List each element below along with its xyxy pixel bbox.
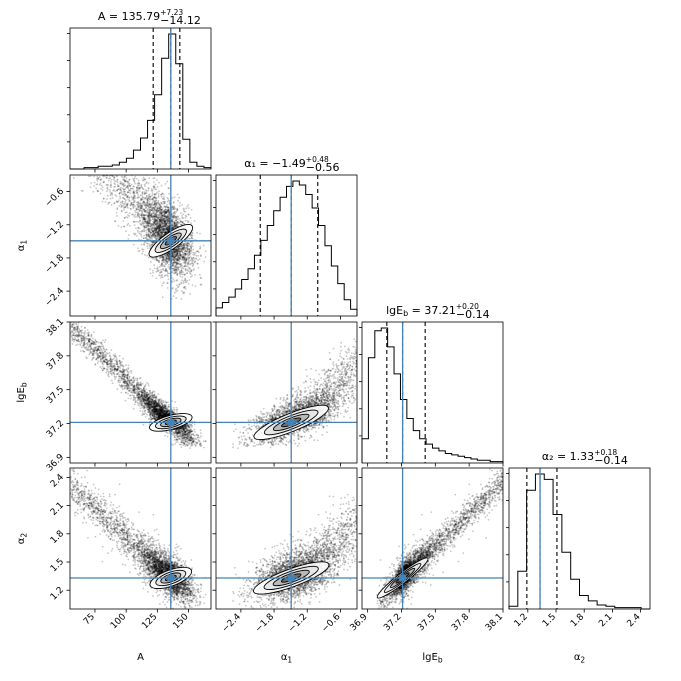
hist-steps-lgEb <box>361 327 504 463</box>
axis-label-a1: α1 <box>281 652 293 665</box>
truth-marker <box>167 237 175 245</box>
x-tick-label: 100 <box>109 612 128 631</box>
panel-title: lgEb = 37.21+0.20 <box>386 302 479 318</box>
x-tick-label: 2.4 <box>626 612 643 629</box>
axis-label-a2: α2 <box>574 652 586 665</box>
truth-marker <box>167 574 175 582</box>
panel-frame <box>361 467 504 610</box>
y-tick-label: 38.1 <box>45 317 66 338</box>
y-tick-label: 2.4 <box>49 472 66 489</box>
hist-panel-lgEb: lgEb = 37.21+0.20−0.14 <box>361 302 504 464</box>
panel-frame <box>215 467 358 610</box>
axis-label-lgEb: lgEb <box>16 382 29 402</box>
panel-frame <box>215 321 358 464</box>
y-tick-label: −0.6 <box>44 186 67 209</box>
scatter-panel-a1-lgEb <box>215 321 358 464</box>
panel-title: A = 135.79+7.23 <box>98 8 183 23</box>
hist-steps-A <box>70 33 212 170</box>
scatter-panel-lgEb-a2 <box>361 467 504 610</box>
panel-frame <box>215 174 358 317</box>
panel-frame <box>69 27 212 170</box>
panel-frame <box>69 174 212 317</box>
panel-title-minus: −0.14 <box>456 308 490 321</box>
sample-points <box>70 468 207 609</box>
y-tick-label: 2.1 <box>49 501 66 518</box>
axis-label-a1: α1 <box>16 240 29 252</box>
x-tick-label: 37.2 <box>382 612 403 633</box>
x-tick-label: 2.1 <box>597 612 614 629</box>
truth-marker <box>167 418 175 426</box>
panel-title-minus: −0.56 <box>306 161 340 174</box>
panel-title-minus: −14.12 <box>160 14 201 27</box>
y-tick-label: −2.4 <box>44 286 67 309</box>
x-tick-label: −1.2 <box>287 612 310 635</box>
axis-label-a2: α2 <box>16 533 29 545</box>
scatter-panel-A-lgEb <box>69 321 212 464</box>
x-tick-label: 37.8 <box>450 612 471 633</box>
panel-frame <box>361 321 504 464</box>
truth-marker <box>287 418 295 426</box>
y-tick-label: 37.5 <box>45 385 66 406</box>
panel-title: α₁ = −1.49+0.48 <box>244 155 329 170</box>
panel-frame <box>69 467 212 610</box>
x-tick-label: 150 <box>171 612 190 631</box>
y-tick-label: 37.2 <box>45 419 66 440</box>
x-tick-label: 75 <box>82 612 97 627</box>
hist-steps-a2 <box>508 473 650 610</box>
y-tick-label: −1.2 <box>44 220 67 243</box>
x-tick-label: 36.9 <box>349 612 370 633</box>
scatter-panel-a1-a2 <box>215 467 358 610</box>
hist-steps-a1 <box>215 180 358 316</box>
panel-frame <box>508 467 651 610</box>
x-tick-label: −1.8 <box>254 612 277 635</box>
hist-panel-a2: α₂ = 1.33+0.18−0.14 <box>508 448 651 610</box>
y-tick-label: 1.2 <box>49 585 66 602</box>
y-tick-label: 1.8 <box>49 529 66 546</box>
scatter-panel-A-a1 <box>69 174 212 317</box>
x-tick-label: −2.4 <box>220 612 243 635</box>
scatter-panel-A-a2 <box>69 467 212 610</box>
sample-points <box>70 322 207 450</box>
sample-points <box>375 468 503 609</box>
x-tick-label: 1.5 <box>541 612 558 629</box>
y-tick-label: 37.8 <box>45 351 66 372</box>
axis-label-lgEb: lgEb <box>422 652 442 665</box>
truth-marker <box>399 574 407 582</box>
hist-panel-A: A = 135.79+7.23−14.12 <box>69 8 212 170</box>
y-tick-label: 36.9 <box>45 452 66 473</box>
y-tick-label: 1.5 <box>49 557 66 574</box>
x-tick-label: 125 <box>140 612 159 631</box>
panel-frame <box>69 321 212 464</box>
panel-title-minus: −0.14 <box>594 454 628 467</box>
hist-panel-a1: α₁ = −1.49+0.48−0.56 <box>215 155 358 317</box>
x-tick-label: −0.6 <box>320 612 343 635</box>
truth-marker <box>287 574 295 582</box>
x-tick-label: 38.1 <box>484 612 505 633</box>
y-tick-label: −1.8 <box>44 253 67 276</box>
axis-label-A: A <box>137 652 144 663</box>
x-tick-label: 1.8 <box>569 612 586 629</box>
panel-title: α₂ = 1.33+0.18 <box>542 448 618 463</box>
x-tick-label: 37.5 <box>416 612 437 633</box>
x-tick-label: 1.2 <box>513 612 530 629</box>
